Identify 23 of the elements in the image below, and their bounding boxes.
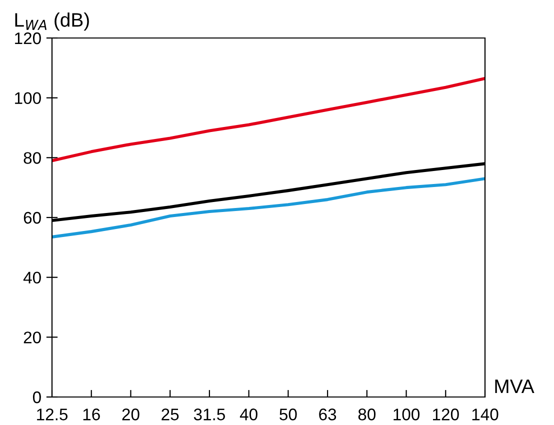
- x-tick-label: 120: [433, 408, 459, 420]
- x-tick-label: 31.5: [194, 408, 225, 420]
- y-tick-label: 40: [23, 272, 41, 284]
- x-tick-label: 80: [358, 408, 376, 420]
- x-tick-label: 20: [122, 408, 140, 420]
- x-tick-label: 12.5: [37, 408, 68, 420]
- line-series: [52, 177, 485, 238]
- y-tick-label: 20: [24, 332, 41, 344]
- y-tick-label: 120: [15, 32, 41, 44]
- line-series: [52, 76, 485, 162]
- x-tick-label: 50: [280, 408, 297, 420]
- x-tick-label: 63: [319, 408, 336, 420]
- x-tick-label: 16: [83, 408, 100, 420]
- y-tick-label: 60: [24, 212, 41, 224]
- x-axis-title: MVA: [495, 380, 534, 393]
- y-tick-label: 100: [15, 92, 41, 104]
- x-tick-label: 100: [394, 408, 420, 420]
- y-tick-label: 0: [32, 391, 41, 404]
- y-tick-label: 80: [24, 152, 41, 164]
- x-tick-label: 40: [240, 408, 258, 420]
- x-tick-label: 140: [472, 408, 498, 420]
- x-tick-label: 25: [162, 408, 179, 420]
- y-axis-title: L$_{WA}$ (dB): [15, 12, 89, 31]
